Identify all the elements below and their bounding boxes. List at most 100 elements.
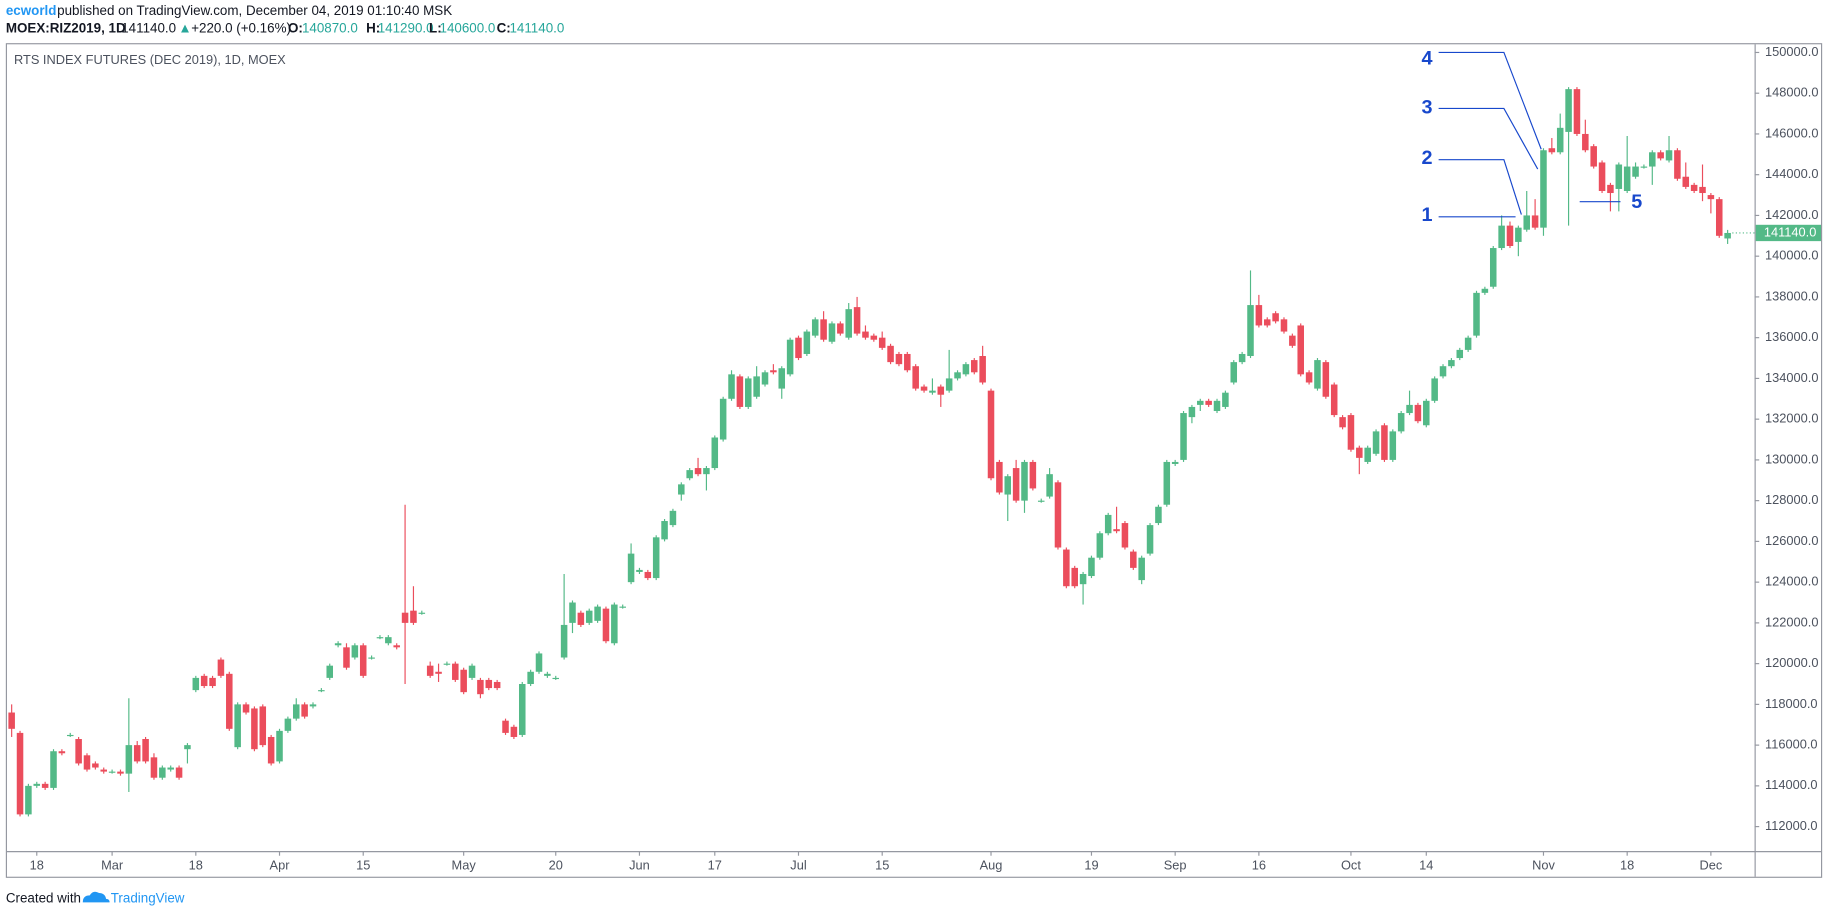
candle-body — [1724, 232, 1731, 239]
x-tick-label: 17 — [708, 858, 722, 873]
candle-body — [703, 468, 710, 475]
candle-body — [267, 736, 275, 764]
candle-body — [1682, 176, 1690, 187]
candle-body — [150, 757, 158, 778]
candle-body — [1674, 150, 1681, 179]
author[interactable]: ecworld — [6, 3, 57, 18]
candle-body — [1029, 461, 1037, 489]
candle-body — [418, 612, 426, 614]
x-tick-label: Oct — [1341, 858, 1361, 873]
candle-body — [426, 665, 434, 676]
candle-body — [795, 337, 802, 359]
candle-body — [175, 767, 183, 778]
candle-body — [912, 366, 919, 389]
candle-body — [996, 461, 1003, 493]
candle-body — [1071, 567, 1078, 587]
candle-body — [828, 323, 836, 342]
candle-body — [518, 684, 526, 735]
x-tick-label: Jun — [629, 858, 650, 873]
candle-body — [1448, 360, 1455, 367]
annotation-label: 1 — [1421, 204, 1432, 226]
x-tick-label: 20 — [549, 858, 563, 873]
candle-body — [435, 671, 442, 674]
last-price-box — [1755, 224, 1822, 242]
candle-body — [987, 390, 995, 479]
candle-body — [736, 376, 744, 407]
x-tick-label: Mar — [101, 858, 124, 873]
candle-body — [1632, 166, 1639, 177]
candle-body — [1615, 164, 1623, 189]
candle-body — [326, 665, 334, 678]
candle-body — [1423, 400, 1430, 426]
candle-body — [251, 708, 258, 750]
y-tick-label: 118000.0 — [1765, 696, 1818, 711]
candle-body — [1699, 186, 1706, 194]
candle-body — [1372, 431, 1380, 454]
x-tick-label: Nov — [1532, 858, 1555, 873]
candle-body — [343, 647, 350, 668]
candle-body — [1163, 461, 1171, 505]
candle-body — [33, 783, 41, 786]
publish-info: published on TradingView.com, December 0… — [57, 3, 452, 18]
candle-body — [853, 307, 861, 334]
candle-body — [1640, 166, 1648, 168]
candle-body — [133, 745, 141, 762]
candle-body — [619, 606, 626, 608]
candle-body — [50, 751, 57, 788]
candle-body — [318, 690, 325, 692]
annotation-label: 2 — [1421, 147, 1432, 169]
candle-body — [535, 653, 543, 672]
candle-body — [1339, 417, 1346, 428]
footer-link[interactable]: TradingView — [111, 890, 185, 905]
candle-body — [803, 331, 811, 354]
candle-body — [770, 370, 777, 373]
candle-body — [234, 704, 241, 748]
chart-frame — [5, 43, 1823, 878]
candle-body — [226, 673, 233, 729]
candle-body — [661, 521, 668, 540]
candle-body — [184, 745, 191, 750]
candle-body — [560, 624, 568, 658]
candle-body — [1012, 468, 1020, 501]
candle-body — [1289, 335, 1296, 346]
x-tick-label: May — [452, 858, 477, 873]
symbol: MOEX:RIZ2019, 1D — [6, 21, 126, 36]
x-tick-label: Apr — [270, 858, 291, 873]
candle-body — [284, 718, 292, 731]
candle-body — [1565, 89, 1572, 132]
candle-body — [870, 335, 878, 340]
candle-body — [1397, 413, 1405, 432]
candle-body — [845, 309, 852, 338]
y-tick-label: 144000.0 — [1765, 166, 1818, 181]
candle-body — [1657, 152, 1664, 159]
y-tick-label: 126000.0 — [1765, 533, 1818, 548]
candle-body — [1456, 349, 1464, 359]
candle-body — [1046, 474, 1053, 497]
candle-body — [1280, 319, 1288, 332]
candle-body — [1531, 215, 1539, 228]
candle-body — [1247, 305, 1254, 357]
candle-body — [1130, 551, 1137, 568]
candle-body — [142, 739, 149, 762]
y-tick-label: 134000.0 — [1765, 370, 1818, 385]
candle-body — [1431, 378, 1438, 401]
candle-body — [1573, 89, 1581, 134]
x-tick-label: 15 — [875, 858, 889, 873]
candle-body — [745, 378, 752, 407]
candle-body — [1389, 431, 1397, 460]
candle-body — [493, 681, 501, 689]
last-value: 141140.0 — [121, 21, 176, 36]
candle-body — [920, 386, 928, 391]
y-tick-label: 140000.0 — [1765, 248, 1818, 263]
annotation-label: 5 — [1631, 191, 1642, 213]
candle-body — [125, 745, 133, 774]
candle-body — [878, 337, 886, 348]
candle-body — [1715, 199, 1723, 236]
candle-body — [410, 610, 417, 623]
y-tick-label: 120000.0 — [1765, 655, 1818, 670]
candle-body — [820, 319, 827, 340]
candle-body — [594, 606, 601, 621]
candle-body — [962, 364, 970, 375]
candle-body — [644, 571, 652, 579]
